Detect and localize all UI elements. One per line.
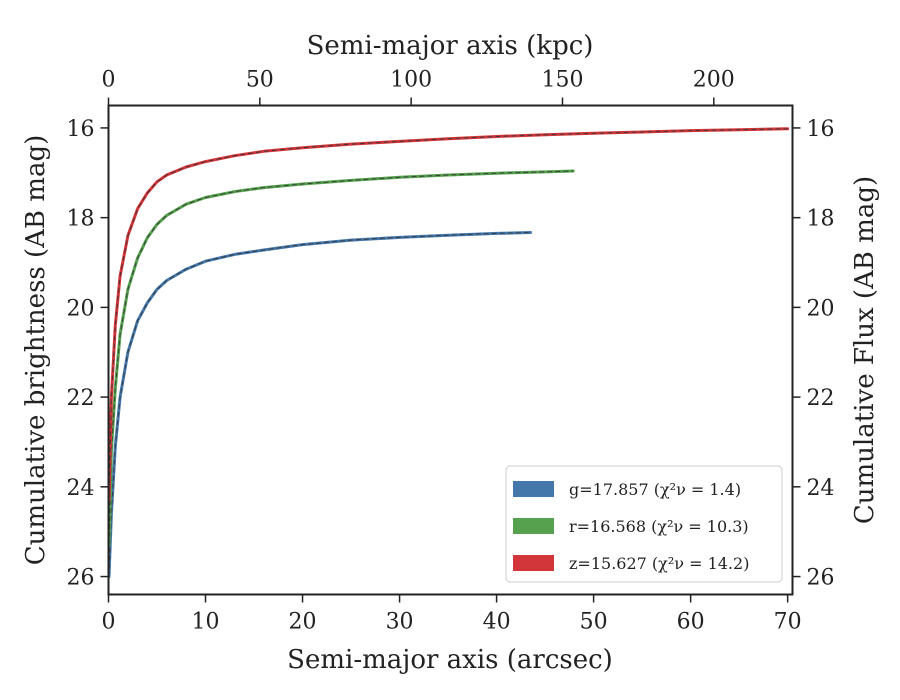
x-tick-label: 20 [289, 610, 317, 635]
y-tick-label: 26 [67, 566, 95, 591]
legend-swatch-r [513, 518, 554, 534]
x-tick-label: 30 [386, 610, 414, 635]
legend-label-z: z=15.627 (χ²ν = 14.2) [569, 554, 749, 573]
legend-swatch-g [513, 481, 554, 497]
x-tick-label: 0 [102, 610, 116, 635]
x-tick-label: 40 [483, 610, 511, 635]
x-tick-label: 50 [580, 610, 608, 635]
x-tick-label: 10 [192, 610, 220, 635]
legend-box [505, 465, 783, 583]
top-x-tick-label: 150 [541, 68, 583, 93]
right-y-tick-label: 20 [807, 296, 835, 321]
right-y-tick-label: 24 [807, 476, 835, 501]
y-tick-label: 22 [67, 386, 95, 411]
legend-label-r: r=16.568 (χ²ν = 10.3) [569, 517, 749, 536]
top-x-tick-label: 100 [390, 68, 432, 93]
right-y-tick-label: 22 [807, 386, 835, 411]
right-y-tick-label: 26 [807, 566, 835, 591]
plot-lines [107, 127, 790, 579]
series-line-r [107, 169, 575, 547]
legend-label-g: g=17.857 (χ²ν = 1.4) [569, 480, 741, 499]
legend-swatch-z [513, 555, 554, 571]
plot-frame [107, 104, 794, 596]
legend-items: g=17.857 (χ²ν = 1.4) r=16.568 (χ²ν = 10.3… [513, 480, 749, 573]
y-tick-label: 24 [67, 476, 95, 501]
right-y-tick-label: 18 [807, 207, 835, 232]
y-axis-label: Cumulative brightness (AB mag) [21, 135, 51, 566]
series-line-z [107, 127, 790, 502]
top-x-tick-label: 200 [693, 68, 735, 93]
top-x-axis-label: Semi-major axis (kpc) [307, 31, 594, 61]
model-line-g [108, 232, 531, 577]
right-y-tick-label: 16 [807, 117, 835, 142]
top-x-tick-label: 50 [246, 68, 274, 93]
model-line-z [108, 128, 788, 501]
ticks: 0 10 20 30 40 50 60 70 0 50 100 150 200 16 16 18 18 20 20 2… [67, 68, 835, 635]
series-line-g [107, 231, 532, 579]
top-x-tick-label: 0 [102, 68, 116, 93]
model-line-r [108, 170, 574, 546]
y-tick-label: 16 [67, 117, 95, 142]
y-tick-label: 20 [67, 296, 95, 321]
right-y-axis-label: Cumulative Flux (AB mag) [850, 176, 880, 524]
x-tick-label: 70 [774, 610, 802, 635]
y-tick-label: 18 [67, 207, 95, 232]
x-tick-label: 60 [677, 610, 705, 635]
legend: g=17.857 (χ²ν = 1.4) r=16.568 (χ²ν = 10.3… [505, 465, 783, 583]
x-axis-label: Semi-major axis (arcsec) [287, 645, 613, 675]
